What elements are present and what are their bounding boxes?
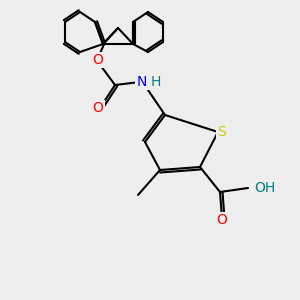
Text: N: N xyxy=(137,75,147,89)
Text: H: H xyxy=(151,75,161,89)
Text: OH: OH xyxy=(254,181,275,195)
Text: O: O xyxy=(217,213,227,227)
Text: O: O xyxy=(93,53,104,67)
Text: S: S xyxy=(218,125,226,139)
Text: O: O xyxy=(93,101,104,115)
